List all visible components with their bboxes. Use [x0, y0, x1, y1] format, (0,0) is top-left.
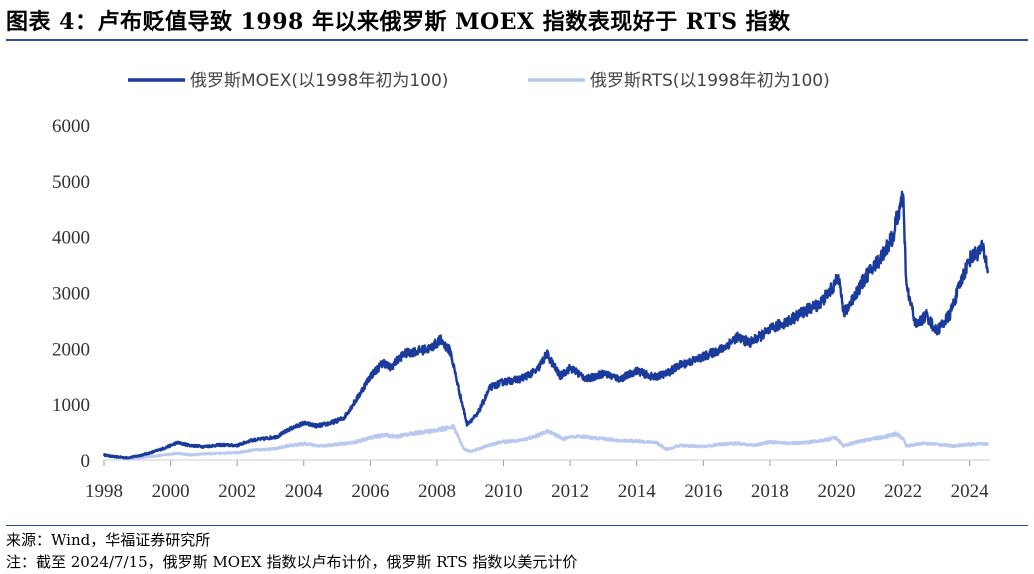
x-tick-label: 2000 — [152, 481, 190, 502]
legend-label-moex: 俄罗斯MOEX(以1998年初为100) — [190, 71, 448, 91]
y-axis-ticks: 0 1000 2000 3000 4000 5000 6000 — [52, 116, 90, 472]
source-note: 来源：Wind，华福证券研究所 — [6, 531, 211, 549]
footnote: 注：截至 2024/7/15，俄罗斯 MOEX 指数以卢布计价，俄罗斯 RTS … — [6, 553, 578, 571]
x-tick-label: 2022 — [884, 481, 922, 502]
rts-series-line — [103, 423, 989, 460]
x-tick-label: 2010 — [485, 481, 523, 502]
y-tick-label: 2000 — [52, 339, 90, 360]
x-tick-label: 2014 — [618, 481, 657, 502]
legend-label-rts: 俄罗斯RTS(以1998年初为100) — [590, 71, 830, 91]
x-tick-label: 2006 — [351, 481, 389, 502]
x-tick-label: 2016 — [684, 481, 722, 502]
y-tick-label: 1000 — [52, 395, 90, 416]
x-tick-label: 2012 — [551, 481, 589, 502]
moex-series-line — [102, 190, 990, 460]
figure-title: 图表 4：卢布贬值导致 1998 年以来俄罗斯 MOEX 指数表现好于 RTS … — [6, 9, 791, 35]
footer-rule — [6, 525, 1028, 526]
x-tick-label: 2004 — [285, 481, 324, 502]
series-layer — [102, 190, 990, 460]
title-underline — [6, 39, 1028, 41]
x-tick-label: 1998 — [85, 481, 123, 502]
y-tick-label: 3000 — [52, 284, 90, 305]
chart-legend: 俄罗斯MOEX(以1998年初为100) 俄罗斯RTS(以1998年初为100) — [128, 71, 830, 91]
x-tick-label: 2024 — [951, 481, 990, 502]
y-tick-label: 6000 — [52, 116, 90, 137]
x-tick-label: 2018 — [751, 481, 789, 502]
line-chart: 俄罗斯MOEX(以1998年初为100) 俄罗斯RTS(以1998年初为100) … — [52, 71, 990, 502]
x-axis-ticks: 1998 2000 2002 2004 2006 2008 2010 2012 2014 2016… — [85, 460, 989, 502]
y-tick-label: 4000 — [52, 228, 90, 249]
x-tick-label: 2020 — [818, 481, 856, 502]
y-tick-label: 5000 — [52, 172, 90, 193]
y-tick-label: 0 — [81, 451, 91, 472]
x-tick-label: 2008 — [418, 481, 456, 502]
x-tick-label: 2002 — [218, 481, 256, 502]
